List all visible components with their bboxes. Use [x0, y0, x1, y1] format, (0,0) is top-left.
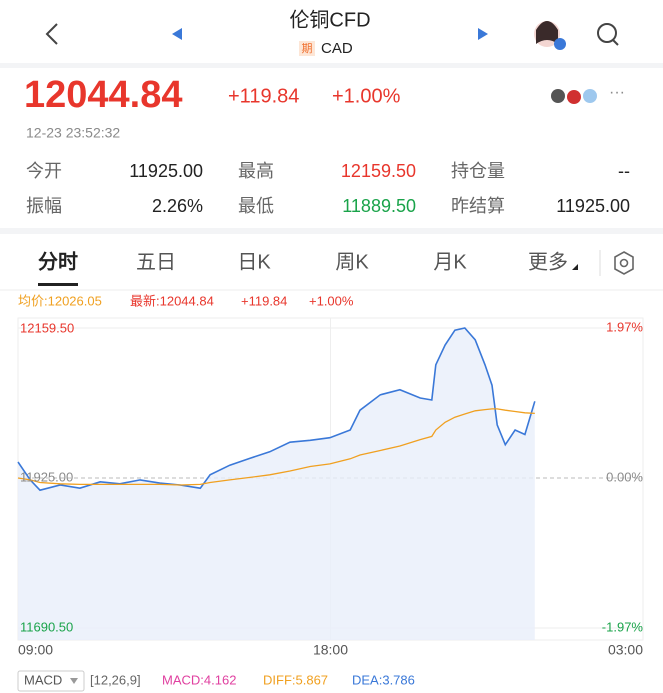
avatar-badge — [554, 38, 566, 50]
search-button[interactable] — [597, 23, 619, 46]
tab[interactable]: 更多 — [528, 250, 568, 273]
y2-tick-label: 0.00% — [606, 469, 643, 484]
title: 伦铜CFD — [289, 8, 370, 31]
stat-label: 振幅 — [26, 196, 62, 216]
tab[interactable]: 五日 — [136, 251, 176, 273]
avatar-hair — [536, 21, 558, 44]
divider — [0, 228, 663, 234]
y-tick-label: 12159.50 — [20, 320, 74, 335]
y2-tick-label: -1.97% — [602, 619, 644, 634]
tab-underline — [38, 283, 78, 286]
next-button[interactable] — [478, 28, 488, 40]
mini-avatar — [567, 90, 581, 104]
search-icon — [612, 39, 619, 46]
back-button[interactable] — [45, 23, 58, 45]
subtitle: CAD — [321, 40, 353, 57]
stat-value: 12159.50 — [341, 161, 416, 181]
diff-value: DIFF:5.867 — [263, 672, 328, 687]
area — [18, 328, 535, 640]
line — [17, 327, 536, 492]
macd-value: MACD:4.162 — [162, 672, 236, 687]
change-pct: +1.00% — [332, 85, 401, 107]
line — [17, 408, 535, 486]
dea-value: DEA:3.786 — [352, 672, 415, 687]
stat-value: 11925.00 — [556, 196, 630, 216]
indicator-select[interactable] — [17, 670, 85, 692]
stat-value: -- — [618, 161, 630, 181]
tab[interactable]: 分时 — [38, 250, 78, 273]
legend-change-pct: +1.00% — [309, 293, 354, 308]
badge-box — [299, 41, 315, 56]
x-tick-label: 03:00 — [608, 642, 643, 658]
avatar[interactable] — [534, 21, 566, 50]
stat-label: 昨结算 — [451, 196, 505, 216]
mini-avatar — [551, 89, 565, 103]
mini-avatar — [583, 89, 597, 103]
timestamp: 12-23 23:52:32 — [26, 125, 120, 141]
tab[interactable]: 日K — [237, 251, 271, 273]
stat-label: 今开 — [26, 161, 62, 181]
latest-label: 最新:12044.84 — [130, 293, 214, 308]
avg-label: 均价:12026.05 — [18, 293, 102, 308]
stat-value: 11889.50 — [342, 196, 416, 216]
stat-value: 2.26% — [152, 196, 203, 216]
stat-label: 最高 — [238, 161, 274, 181]
tabs: 分时 五日 日K 周K 月K 更多 — [38, 250, 578, 273]
prev-button[interactable] — [172, 28, 182, 40]
stat-value: 11925.00 — [129, 161, 203, 181]
badge: 期 — [302, 42, 313, 55]
y-tick-label: 11690.50 — [20, 619, 73, 634]
y2-tick-label: 1.97% — [606, 319, 643, 334]
stat-label: 持仓量 — [451, 161, 505, 181]
x-tick-label: 09:00 — [18, 642, 53, 658]
settings-button[interactable] — [614, 251, 634, 275]
change: +119.84 — [228, 85, 299, 107]
tab[interactable]: 月K — [433, 251, 467, 273]
x-tick-label: 18:00 — [313, 642, 348, 658]
y-tick-label: 11925.00 — [20, 469, 73, 484]
settings-icon — [614, 251, 634, 275]
legend-change: +119.84 — [241, 293, 287, 308]
price: 12044.84 — [24, 74, 183, 116]
search-icon — [597, 23, 617, 43]
chart: 11690.50 11925.00 12159.50 -1.97% 0.00% 1.97%… — [17, 317, 644, 658]
tab[interactable]: 周K — [335, 251, 369, 273]
stat-label: 最低 — [238, 196, 274, 216]
stats: 今开 11925.00 最高 12159.50 持仓量 -- 振幅 2.26% 最低 11889.… — [26, 161, 630, 216]
dropdown-arrow — [70, 678, 78, 684]
settings-icon — [619, 258, 629, 268]
divider — [0, 63, 663, 68]
more-dots: ··· — [609, 84, 625, 101]
user-avatars[interactable]: ··· — [551, 84, 625, 104]
more-arrow — [572, 264, 578, 270]
indicator-name: MACD — [24, 672, 62, 687]
indicator-params: [12,26,9] — [90, 672, 141, 687]
